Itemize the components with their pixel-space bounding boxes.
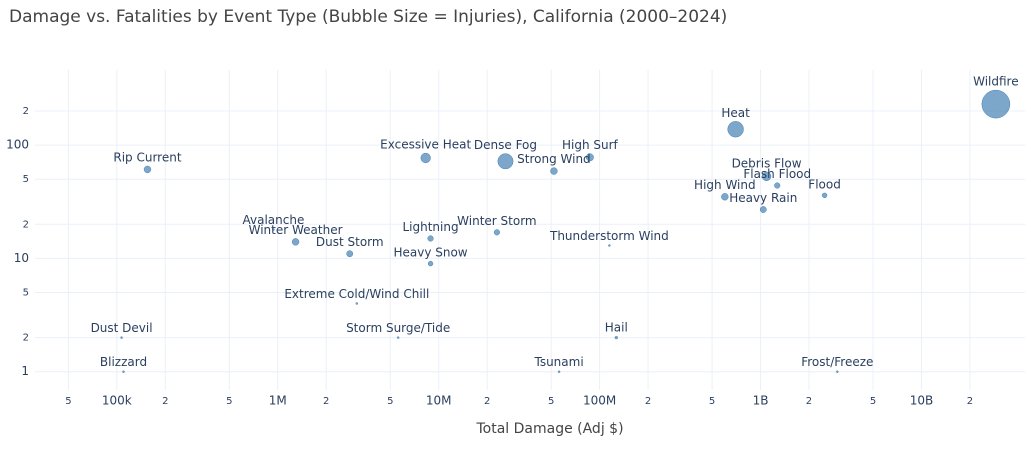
bubble <box>122 370 125 373</box>
point-label: Storm Surge/Tide <box>346 321 450 335</box>
x-axis-title: Total Damage (Adj $) <box>475 421 623 437</box>
point-label: Frost/Freeze <box>801 355 873 369</box>
point-label: High Wind <box>694 178 756 192</box>
x-tick-label: 5 <box>387 396 393 407</box>
x-tick-label: 2 <box>323 396 329 407</box>
point-labels: Wildfire Heat Excessive Heat Dense FogStron… <box>91 75 1019 370</box>
y-tick-label: 2 <box>23 333 29 344</box>
y-tick-label: 10 <box>14 251 29 265</box>
y-tick-label: 5 <box>23 288 29 299</box>
bubble <box>346 250 354 258</box>
x-tick-label: 1B <box>753 394 769 408</box>
bubble <box>272 228 275 231</box>
point-label: High Surf <box>562 138 619 152</box>
bubble <box>821 192 828 199</box>
grid <box>35 70 1025 390</box>
x-tick-label: 5 <box>870 396 876 407</box>
x-tick-label: 100k <box>102 394 132 408</box>
bubble <box>497 153 514 170</box>
bubble <box>557 370 561 373</box>
point-label: Winter Storm <box>457 214 536 228</box>
point-label: Avalanche <box>243 213 305 227</box>
point-label: Heavy Snow <box>393 246 467 260</box>
y-tick-label: 2 <box>23 106 29 117</box>
x-tick-label: 2 <box>806 396 812 407</box>
x-tick-label: 100M <box>583 394 616 408</box>
y-tick-label: 100 <box>6 138 29 152</box>
bubble <box>585 153 594 162</box>
bubble <box>727 121 744 138</box>
bubble <box>120 336 123 339</box>
y-tick-label: 5 <box>23 174 29 185</box>
point-label: Dust Devil <box>91 321 153 335</box>
point-label: Excessive Heat <box>380 138 471 152</box>
point-label: Winter Weather <box>249 223 343 237</box>
bubble <box>721 193 729 201</box>
bubble <box>614 335 618 340</box>
bubble <box>981 89 1011 119</box>
point-label: Strong Wind <box>517 152 591 166</box>
point-label: Heat <box>721 106 750 120</box>
x-tick-label: 5 <box>65 396 71 407</box>
bubble <box>774 182 781 189</box>
bubble <box>550 167 558 175</box>
point-label: Debris Flow <box>732 156 802 170</box>
x-tick-label: 2 <box>484 396 490 407</box>
bubble <box>143 165 152 174</box>
y-tick-label: 2 <box>23 219 29 230</box>
point-label: Flood <box>808 177 841 191</box>
point-label: Blizzard <box>100 355 147 369</box>
bubble <box>355 302 359 305</box>
marks <box>120 89 1011 373</box>
point-label: Extreme Cold/Wind Chill <box>284 287 429 301</box>
y-tick-label: 1 <box>21 364 29 378</box>
point-label: Rip Current <box>113 150 181 164</box>
point-label: Heavy Rain <box>729 191 797 205</box>
x-tick-label: 2 <box>645 396 651 407</box>
bubble <box>836 370 839 373</box>
bubble <box>759 206 767 213</box>
chart-title: Damage vs. Fatalities by Event Type (Bub… <box>9 7 727 27</box>
bubble <box>608 244 611 247</box>
bubble <box>493 229 500 236</box>
point-label: Dense Fog <box>474 138 537 152</box>
point-label: Lightning <box>402 220 458 234</box>
x-tick-label: 2 <box>162 396 168 407</box>
x-tick-label: 10M <box>426 394 452 408</box>
bubble <box>396 336 400 339</box>
point-label: Wildfire <box>973 75 1019 89</box>
x-tick-label: 10B <box>910 394 934 408</box>
point-label: Dust Storm <box>316 235 384 249</box>
x-tick-label: 2 <box>967 396 973 407</box>
bubble <box>420 152 431 164</box>
point-label: Tsunami <box>533 355 583 369</box>
x-tick-label: 5 <box>226 396 232 407</box>
point-label: Flash Flood <box>743 167 811 181</box>
x-tick-label: 5 <box>548 396 554 407</box>
x-tick-label: 1M <box>269 394 287 408</box>
bubble <box>427 235 434 242</box>
point-label: Hail <box>605 321 628 335</box>
x-tick-label: 5 <box>709 396 715 407</box>
point-label: Thunderstorm Wind <box>549 229 669 243</box>
bubble <box>291 238 300 246</box>
bubble <box>427 260 434 267</box>
bubble <box>761 171 772 182</box>
